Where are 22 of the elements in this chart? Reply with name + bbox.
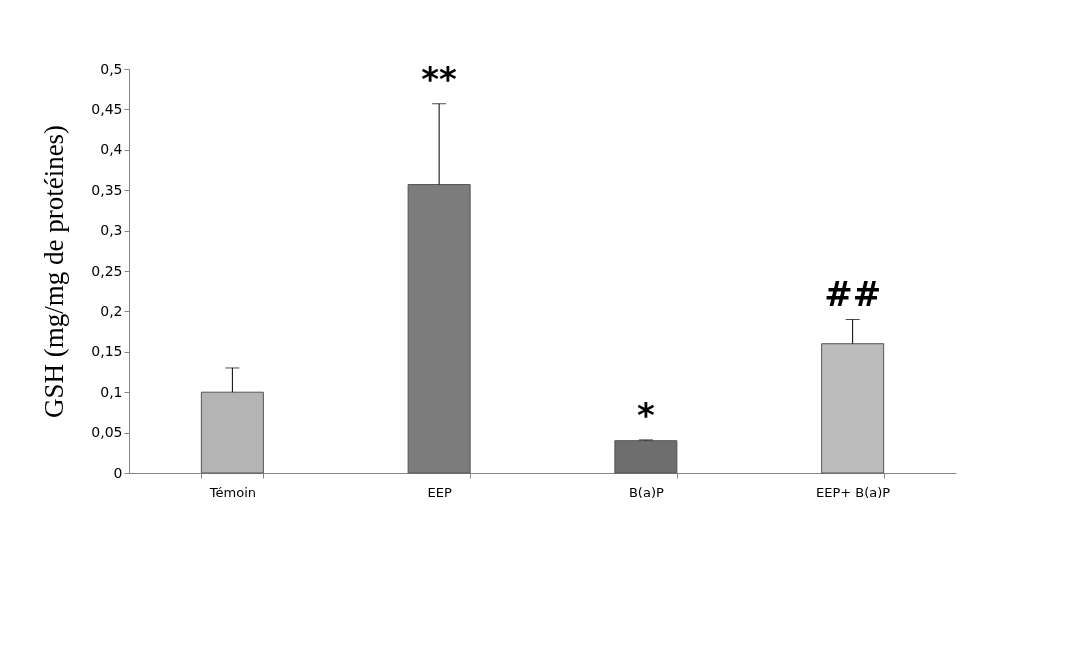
y-tick-label: 0,45 [91, 100, 123, 117]
y-tick-label: 0,2 [100, 302, 123, 319]
x-tick-label: EEP [427, 484, 452, 500]
bar [614, 440, 678, 474]
x-tick-label: B(a)P [628, 484, 664, 500]
bar [200, 391, 264, 474]
x-tick-label: Témoin [208, 484, 256, 500]
y-tick-label: 0,35 [91, 181, 123, 198]
y-tick-label: 0,25 [91, 262, 123, 279]
annotation: ## [824, 274, 882, 315]
y-tick-label: 0,05 [91, 424, 123, 441]
y-tick-label: 0 [113, 464, 123, 481]
annotation: ** [421, 58, 458, 99]
y-axis-title: GSH (mg/mg de protéines) [39, 124, 70, 419]
x-tick-label: EEP+ B(a)P [816, 484, 891, 500]
y-tick-label: 0,15 [91, 343, 123, 360]
annotation: * [636, 394, 655, 435]
y-tick-label: 0,1 [100, 383, 123, 400]
y-tick-label: 0,5 [100, 60, 123, 77]
bar [821, 343, 885, 474]
y-tick-label: 0,3 [100, 222, 123, 239]
y-tick-label: 0,4 [100, 141, 123, 158]
